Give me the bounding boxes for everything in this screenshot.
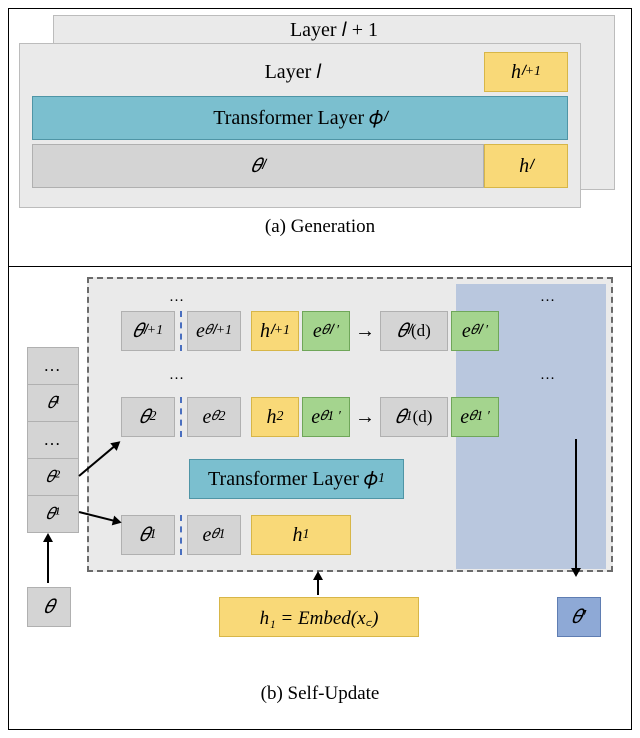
theta-d-mid: 𝜃1(d) xyxy=(380,397,448,437)
h-top-sub: 𝑙+1 xyxy=(521,64,541,80)
panel-b-border: … … … … 𝜃𝑙+1 e𝜃𝑙+1 h𝑙+1 e𝜃𝑙 ′ → 𝜃𝑙(d) e𝜃… xyxy=(8,266,632,730)
stack-theta-2: 𝜃² xyxy=(28,459,78,496)
transformer-sub-a: 𝑙 xyxy=(383,110,387,126)
e-prime-top-right: e𝜃𝑙 ′ xyxy=(451,311,499,351)
h-2: h2 xyxy=(251,397,299,437)
dots-mid-right: … xyxy=(540,367,557,384)
stack-dots-2: … xyxy=(28,422,78,459)
transformer-block-a: Transformer Layer 𝜙𝑙 xyxy=(32,96,568,140)
dots-top-right: … xyxy=(540,289,557,306)
theta-2: 𝜃2 xyxy=(121,397,175,437)
caption-a: (a) Generation xyxy=(9,216,631,238)
layer-back-title: Layer 𝑙 + 1 xyxy=(54,19,614,42)
layer-front-title-row: Layer 𝑙 h𝑙+1 xyxy=(32,52,568,92)
panel-a-border: Layer 𝑙 + 1 Layer 𝑙 h𝑙+1 Transformer Lay… xyxy=(8,8,632,266)
h-top-symbol: h xyxy=(511,61,521,84)
transformer-label-a: Transformer Layer 𝜙 xyxy=(213,107,383,130)
caption-b: (b) Self-Update xyxy=(9,683,631,705)
gen-bottom-row: 𝜃𝑙 h𝑙 xyxy=(32,144,568,188)
theta-1: 𝜃1 xyxy=(121,515,175,555)
e-prime-mid-left: e𝜃1 ′ xyxy=(302,397,350,437)
transformer-sub-b: 1 xyxy=(378,471,385,487)
generation-diagram: Layer 𝑙 + 1 Layer 𝑙 h𝑙+1 Transformer Lay… xyxy=(19,15,621,210)
stack-theta-l: 𝜃ˡ xyxy=(28,385,78,422)
theta-block-a: 𝜃𝑙 xyxy=(32,144,484,188)
layer-front-card: Layer 𝑙 h𝑙+1 Transformer Layer 𝜙𝑙 𝜃𝑙 h𝑙 xyxy=(19,43,581,208)
h-bottom-sub: 𝑙 xyxy=(529,158,533,174)
transformer-label-b: Transformer Layer 𝜙 xyxy=(208,468,378,491)
h-bottom-symbol: h xyxy=(519,155,529,178)
vdash-mid xyxy=(180,397,182,437)
theta-prime-output: 𝜃′ xyxy=(557,597,601,637)
stack-theta-1: 𝜃¹ xyxy=(28,496,78,532)
embed-block: h₁ = Embed(x꜀) xyxy=(219,597,419,637)
row-top: 𝜃𝑙+1 e𝜃𝑙+1 h𝑙+1 e𝜃𝑙 ′ → 𝜃𝑙(d) e𝜃𝑙 ′ xyxy=(121,311,499,351)
dashed-container: … … … … 𝜃𝑙+1 e𝜃𝑙+1 h𝑙+1 e𝜃𝑙 ′ → 𝜃𝑙(d) e𝜃… xyxy=(87,277,613,572)
h-top-block: h𝑙+1 xyxy=(484,52,568,92)
vdash-top xyxy=(180,311,182,351)
arrow-up-from-embed xyxy=(317,573,319,595)
row-bot: 𝜃1 e𝜃1 h1 xyxy=(121,515,351,555)
h-lplus1: h𝑙+1 xyxy=(251,311,299,351)
self-update-diagram: … … … … 𝜃𝑙+1 e𝜃𝑙+1 h𝑙+1 e𝜃𝑙 ′ → 𝜃𝑙(d) e𝜃… xyxy=(19,267,621,677)
e-prime-top-left: e𝜃𝑙 ′ xyxy=(302,311,350,351)
row-mid: 𝜃2 e𝜃2 h2 e𝜃1 ′ → 𝜃1(d) e𝜃1 ′ xyxy=(121,397,499,437)
theta-input: 𝜃 xyxy=(27,587,71,627)
dots-mid-left: … xyxy=(169,367,186,384)
e-1: e𝜃1 xyxy=(187,515,241,555)
arrow-up-to-stack xyxy=(47,535,49,583)
theta-symbol-a: 𝜃 xyxy=(251,155,261,178)
arrow-down-to-theta-prime xyxy=(575,439,577,575)
h-bottom-block: h𝑙 xyxy=(484,144,568,188)
stack-dots-1: … xyxy=(28,348,78,385)
theta-d-top: 𝜃𝑙(d) xyxy=(380,311,448,351)
dots-top-left: … xyxy=(169,289,186,306)
transformer-block-b: Transformer Layer 𝜙1 xyxy=(189,459,404,499)
e-lplus1: e𝜃𝑙+1 xyxy=(187,311,241,351)
e-prime-mid-right: e𝜃1 ′ xyxy=(451,397,499,437)
theta-sup-a: 𝑙 xyxy=(261,158,265,174)
vdash-bot xyxy=(180,515,182,555)
arrow-top: → xyxy=(353,320,377,343)
e-2: e𝜃2 xyxy=(187,397,241,437)
layer-front-title: Layer 𝑙 xyxy=(32,61,484,84)
theta-lplus1: 𝜃𝑙+1 xyxy=(121,311,175,351)
theta-stack: … 𝜃ˡ … 𝜃² 𝜃¹ xyxy=(27,347,79,533)
figure-container: Layer 𝑙 + 1 Layer 𝑙 h𝑙+1 Transformer Lay… xyxy=(0,0,640,738)
arrow-mid: → xyxy=(353,406,377,429)
h-1: h1 xyxy=(251,515,351,555)
